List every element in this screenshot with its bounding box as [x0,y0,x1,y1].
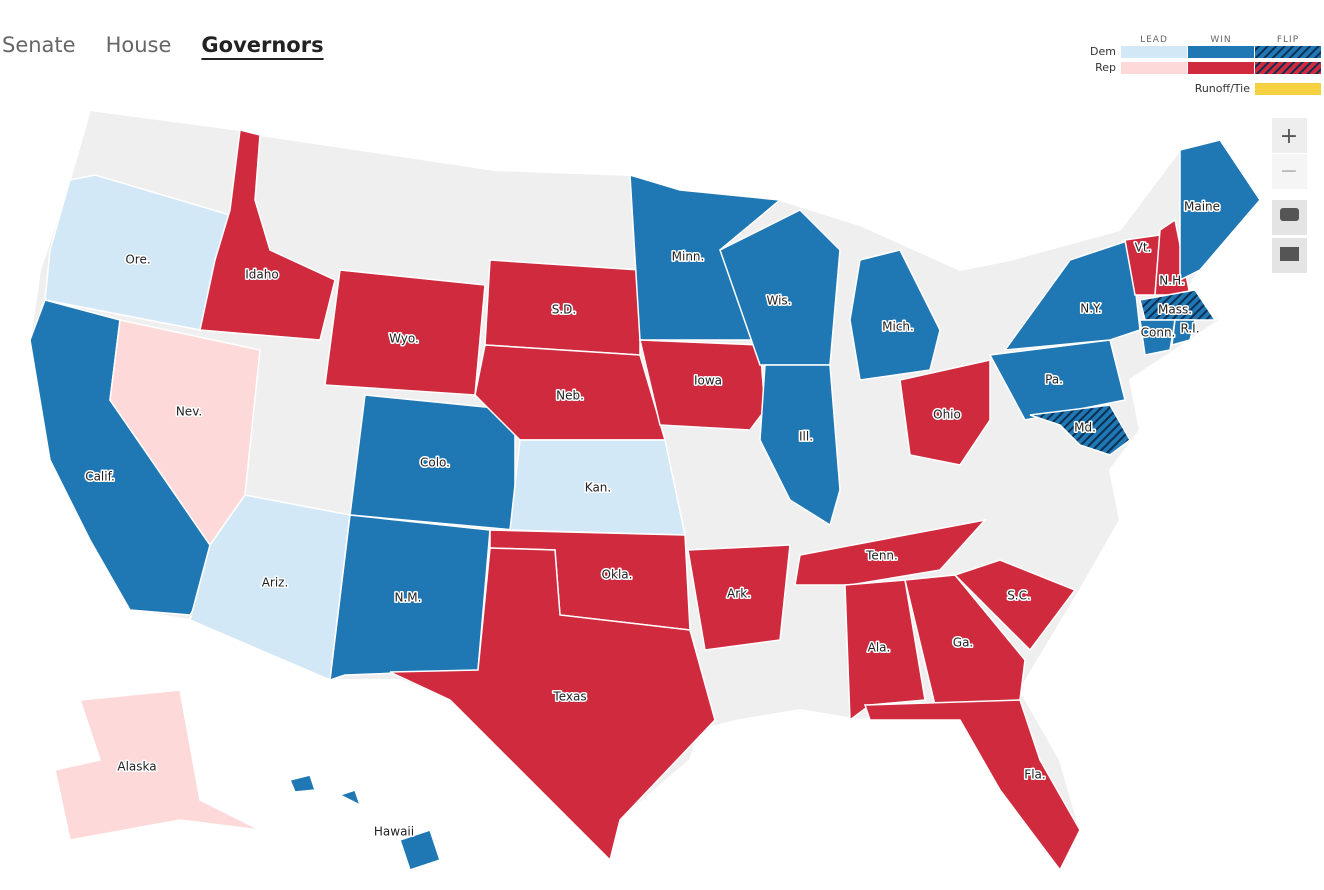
state[interactable] [639,339,766,431]
state[interactable] [1171,319,1196,347]
legend-swatch [1188,62,1254,74]
state-label: Ohio [933,408,961,422]
state[interactable] [759,364,841,527]
state-label: Ill. [799,430,813,444]
state-label: N.Y. [1080,302,1102,316]
tab[interactable]: Governors [201,33,323,57]
legend-swatch [1255,46,1321,58]
state-shapes [29,129,1261,872]
state-label: S.C. [1007,589,1031,603]
state-label: Tenn. [865,549,898,563]
state-label: N.H. [1159,274,1184,288]
legend-row-label: Dem [1090,45,1116,58]
state-label: Hawaii [374,825,414,839]
legend-swatch [1188,46,1254,58]
state-label: Md. [1074,421,1096,435]
zoom-in-button[interactable] [1272,118,1307,153]
state[interactable] [189,494,351,682]
state-label: Ga. [953,636,973,650]
legend-column-header: LEAD [1140,35,1168,45]
zoom-in-label: + [1280,124,1298,149]
state-label: Neb. [556,389,584,403]
state-label: Minn. [672,250,705,264]
legend-runoff-label: Runoff/Tie [1195,82,1251,95]
state-label: Okla. [602,568,633,582]
state-label: R.I. [1180,322,1199,336]
state[interactable] [794,518,988,586]
state[interactable] [899,359,991,466]
state[interactable] [953,559,1077,652]
map-controls [1272,118,1307,273]
tab[interactable]: House [106,33,172,57]
grid-icon [1280,247,1299,261]
state[interactable] [389,547,716,862]
state[interactable] [687,544,791,651]
state-label: Alaska [117,760,156,774]
state-label: Ark. [727,587,751,601]
state[interactable] [904,574,1026,706]
state-label: Nev. [176,405,202,419]
state-label: N.M. [395,591,422,605]
state-label: Colo. [420,456,450,470]
state-label: Maine [1184,200,1220,214]
state[interactable] [1139,289,1217,321]
state-label: Mich. [882,320,914,334]
state[interactable] [719,209,841,366]
legend-column-header: FLIP [1277,35,1299,45]
state-label: Ala. [868,641,891,655]
tab[interactable]: Senate [2,33,76,57]
state-label: Wyo. [389,332,419,346]
state-label: Kan. [585,481,611,495]
state[interactable] [199,129,336,341]
state-label: Ore. [125,253,150,267]
state-label: S.D. [552,303,577,317]
zoom-out-label: − [1280,159,1298,184]
state-label: Idaho [245,268,278,282]
state[interactable] [863,699,1081,872]
state-label: Ariz. [262,576,289,590]
state-label: Pa. [1045,373,1063,387]
state-label: Wis. [766,294,791,308]
legend-swatch [1255,83,1321,95]
state-label: Texas [552,690,586,704]
state-label: Mass. [1158,303,1192,317]
state[interactable] [1029,404,1131,456]
state[interactable] [849,249,941,381]
state-label: Iowa [694,374,722,388]
legend-row-label: Rep [1095,61,1116,74]
state-label: Calif. [85,470,115,484]
state-label: Vt. [1135,241,1152,255]
zoom-out-button[interactable] [1272,154,1307,189]
legend-swatch [1255,62,1321,74]
state[interactable] [988,339,1126,421]
legend-column-header: WIN [1210,35,1231,45]
state[interactable] [54,689,261,841]
legend-swatch [1121,62,1187,74]
state[interactable] [1139,319,1176,356]
state[interactable] [1179,139,1261,282]
legend-swatch [1121,46,1187,58]
state-label: Fla. [1024,768,1045,782]
state-label: Conn. [1141,326,1176,340]
state[interactable] [288,774,441,871]
state[interactable] [844,579,926,722]
state-labels: Ore. Idaho Calif. Nev. Ariz. Wyo. Colo. N.M. S.D… [84,198,1222,840]
map-icon [1280,208,1299,221]
